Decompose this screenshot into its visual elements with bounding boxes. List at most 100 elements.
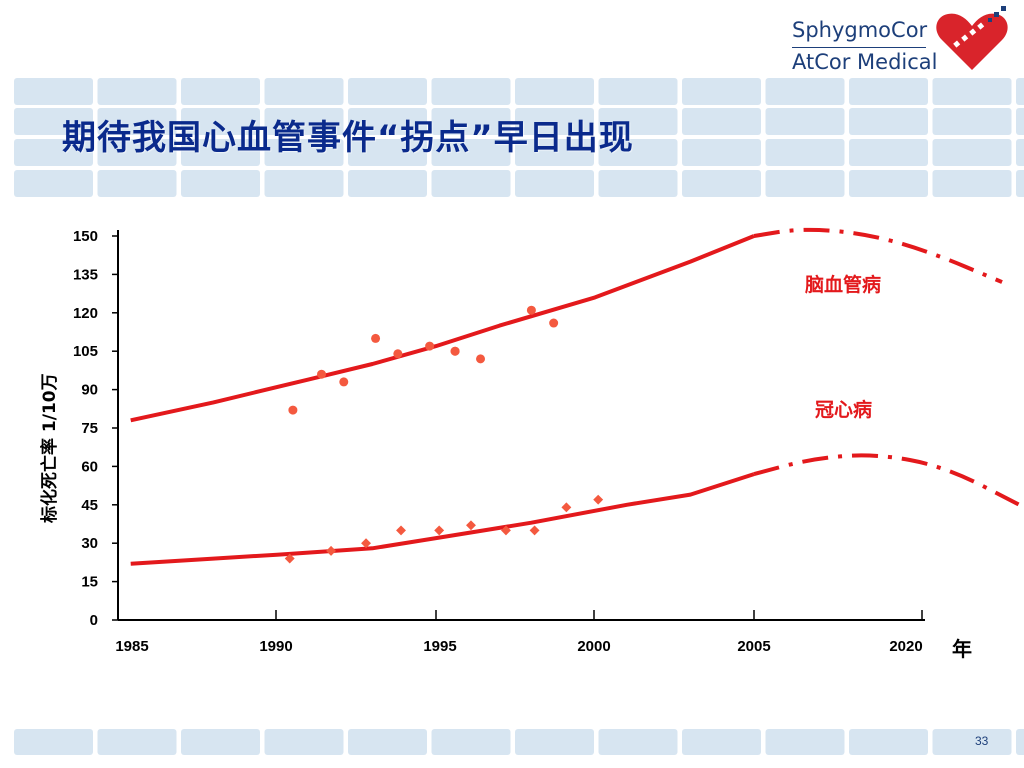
y-tick-label: 135 [73,266,98,283]
background-tile [932,170,1012,197]
background-tile [264,139,344,166]
background-tile [348,170,427,197]
background-tile [97,170,177,197]
x-tick-label: 1995 [423,638,456,655]
background-tile [932,108,1012,135]
background-tile [515,729,594,755]
data-point [288,405,298,415]
background-tile [1016,108,1024,135]
series-label-chd: 冠心病 [815,399,873,421]
background-tile [932,139,1012,166]
y-tick-label: 45 [81,497,98,514]
y-tick-label: 90 [81,382,98,399]
logo-line2: AtCor Medical [792,50,938,74]
background-tile [932,78,1012,105]
data-point [339,377,349,387]
data-point [396,525,406,536]
x-tick-label: 2005 [737,638,770,655]
background-tile [515,170,594,197]
background-tile [849,170,928,197]
data-point [466,520,476,531]
y-tick-label: 150 [73,228,98,245]
background-tile [765,108,845,135]
background-tile [431,729,511,755]
data-point [284,553,295,564]
background-tile [682,729,761,755]
background-tile [765,139,845,166]
logo-rule [792,47,926,48]
page-title: 期待我国心血管事件“拐点”早日出现 [62,118,634,158]
sphygmocor-logo: SphygmoCor AtCor Medical [792,6,1012,74]
background-tile [765,170,845,197]
background-tile [264,729,344,755]
background-tile [348,108,427,135]
background-tile [97,729,177,755]
y-tick-label: 15 [81,574,98,591]
data-point [425,341,435,351]
data-point [529,525,540,536]
background-tile [181,170,260,197]
background-tile [431,78,511,105]
background-tile [264,108,344,135]
background-tile [598,78,678,105]
data-point [549,318,559,328]
page-number: 33 [975,734,989,748]
background-tile [682,108,761,135]
background-tile [14,729,93,755]
data-point [450,346,460,356]
background-tile [1016,170,1024,197]
y-tick-label: 0 [90,612,98,629]
background-tile [598,139,678,166]
y-axis-label-box: 标化死亡率 1/10万 [10,300,70,530]
background-tile [1016,78,1024,105]
background-tile [14,170,93,197]
background-tile [849,78,928,105]
y-tick-label: 120 [73,305,98,322]
y-tick-label: 75 [81,420,98,437]
data-point [526,305,536,315]
data-point [326,545,337,556]
background-tile [181,139,260,166]
background-tile [682,78,761,105]
background-tile [181,78,260,105]
y-tick-label: 105 [73,343,98,360]
background-tile [1016,729,1024,755]
background-tile [515,108,594,135]
data-point [593,494,604,505]
background-tile [14,139,93,166]
data-point [476,354,486,364]
background-tile [598,729,678,755]
background-tile [849,729,928,755]
background-tile [765,729,845,755]
series-line-1 [130,472,755,566]
background-tile [264,170,344,197]
background-tile [598,170,678,197]
series-projection-0 [753,227,1003,284]
background-tile [932,729,1012,755]
series-line-0 [130,234,755,423]
logo-line1: SphygmoCor [792,18,928,42]
background-tile [849,108,928,135]
background-tile [348,78,427,105]
background-tile [682,139,761,166]
x-axis-unit: 年 [952,637,972,661]
background-tile [97,78,177,105]
background-tile [14,108,93,135]
data-point [561,502,572,513]
x-tick-label: 2020 [889,638,922,655]
background-tile [515,139,594,166]
background-tile [14,78,93,105]
background-tile [431,170,511,197]
background-tile [682,170,761,197]
data-point [501,525,511,536]
background-tile [598,108,678,135]
series-projection-1 [753,453,1024,510]
background-tile [431,139,511,166]
data-point [371,333,381,343]
series-label-stroke: 脑血管病 [805,274,882,296]
x-tick-label: 1990 [259,638,292,655]
data-point [434,525,445,536]
background-tile [264,78,344,105]
